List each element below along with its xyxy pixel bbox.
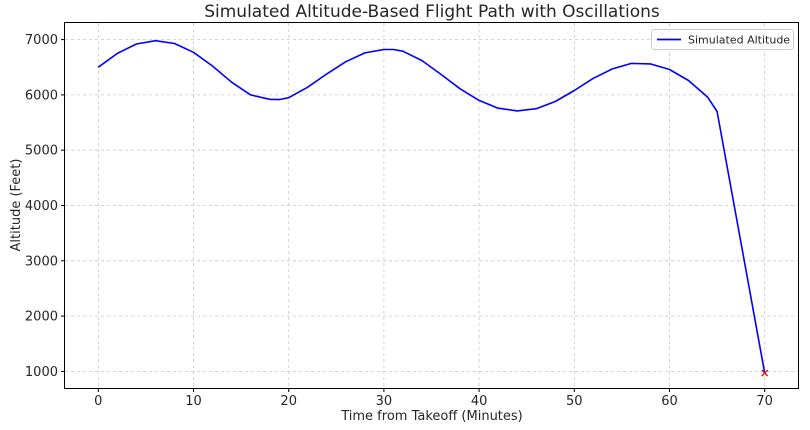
- series-line-simulated-altitude: [97, 39, 766, 374]
- x-axis-label: Time from Takeoff (Minutes): [340, 409, 523, 424]
- y-axis-label: Altitude (Feet): [9, 159, 24, 252]
- y-tick-label: 6000: [25, 88, 58, 103]
- x-tick-label: 10: [185, 394, 202, 409]
- y-tick-label: 7000: [25, 33, 58, 48]
- y-tick-label: 1000: [25, 365, 58, 380]
- x-tick-label: 30: [376, 394, 393, 409]
- y-tick-label: 4000: [25, 199, 58, 214]
- plot-area-frame: [64, 22, 799, 389]
- x-axis-ticks: 0 10 20 30 40 50 60 70: [94, 388, 773, 409]
- y-tick-label: 3000: [25, 254, 58, 269]
- series-layer: [97, 39, 766, 374]
- x-tick-label: 40: [471, 394, 488, 409]
- x-tick-label: 50: [566, 394, 583, 409]
- x-tick-label: 20: [280, 394, 297, 409]
- legend-label-simulated-altitude: Simulated Altitude: [688, 34, 790, 47]
- legend-box: [651, 29, 794, 50]
- x-tick-label: 0: [94, 394, 102, 409]
- y-tick-label: 5000: [25, 144, 58, 159]
- grid-layer: [65, 23, 798, 388]
- legend: Simulated Altitude: [651, 29, 794, 50]
- marker-layer: [761, 369, 769, 377]
- chart-title: Simulated Altitude-Based Flight Path wit…: [204, 2, 660, 22]
- x-tick-label: 60: [661, 394, 678, 409]
- y-axis-ticks: 1000 2000 3000 4000 5000 6000 7000: [25, 33, 65, 380]
- x-tick-label: 70: [756, 394, 773, 409]
- y-tick-label: 2000: [25, 310, 58, 325]
- end-point-x-marker: [761, 369, 769, 377]
